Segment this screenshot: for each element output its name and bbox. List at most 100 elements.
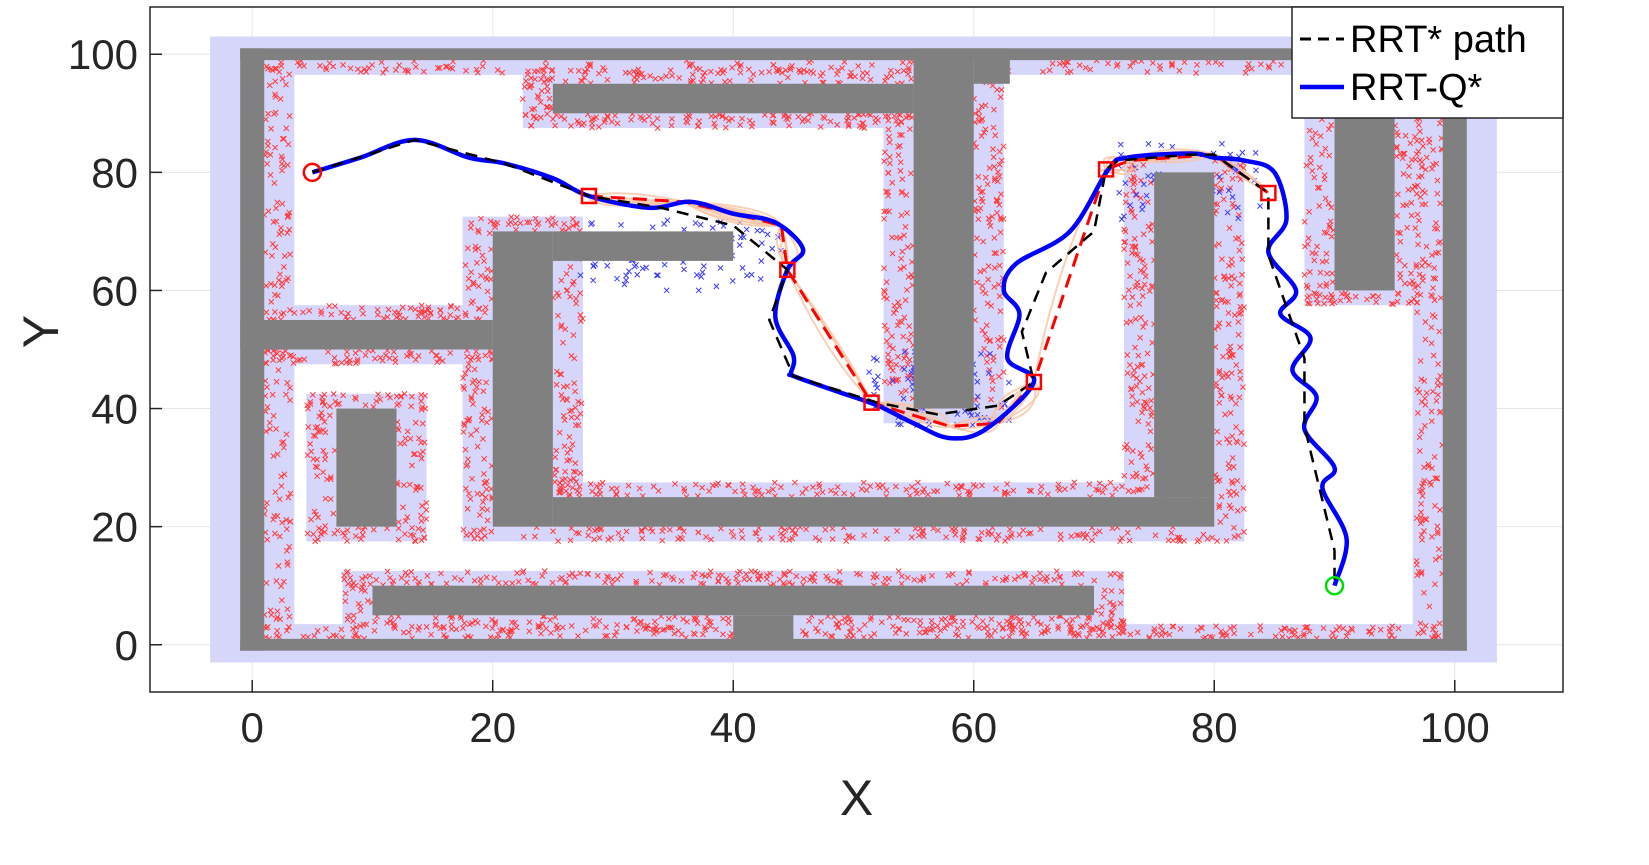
sample-marker (263, 63, 270, 70)
sample-marker (1413, 263, 1420, 270)
sample-marker (439, 357, 446, 364)
sample-marker (333, 360, 340, 367)
sample-marker (385, 306, 392, 313)
sample-marker (1037, 570, 1043, 577)
sample-marker (1049, 60, 1056, 67)
sample-marker (321, 529, 328, 536)
sample-marker (264, 160, 271, 167)
sample-marker (654, 125, 661, 131)
sample-marker (1388, 632, 1395, 639)
sample-marker (897, 167, 904, 174)
sample-marker (812, 625, 819, 632)
sample-marker (1177, 538, 1183, 545)
tree-edge (1105, 160, 1133, 176)
sample-marker (1435, 546, 1442, 553)
sample-marker (1216, 367, 1223, 374)
sample-marker (806, 617, 813, 624)
sample-marker (362, 588, 368, 594)
sample-marker (827, 577, 834, 584)
sample-marker (989, 386, 996, 393)
sample-marker (871, 571, 878, 578)
sample-marker (842, 619, 849, 626)
sample-marker (478, 417, 485, 424)
sample-marker (474, 353, 481, 360)
sample-marker (872, 381, 879, 388)
sample-marker (555, 312, 561, 319)
sample-marker (1328, 122, 1335, 129)
sample-marker (903, 486, 910, 493)
sample-marker (1329, 270, 1336, 277)
sample-marker (314, 423, 321, 430)
sample-marker (988, 632, 995, 639)
sample-marker (726, 77, 733, 84)
sample-marker (993, 250, 1000, 257)
sample-marker (1419, 273, 1426, 280)
sample-marker (1419, 483, 1425, 490)
sample-marker (1073, 569, 1080, 576)
sample-marker (858, 124, 865, 131)
sample-marker (567, 67, 574, 74)
sample-marker (285, 623, 292, 630)
sample-marker (1213, 303, 1220, 310)
sample-marker (602, 579, 609, 586)
sample-marker (1306, 293, 1313, 300)
sample-marker (287, 490, 294, 497)
sample-marker (515, 578, 522, 585)
sample-marker (344, 616, 351, 623)
sample-marker (626, 69, 633, 76)
waypoint-marker (580, 187, 598, 205)
sample-marker (608, 485, 615, 492)
sample-marker (464, 569, 471, 576)
sample-marker (990, 154, 997, 161)
sample-marker (1140, 231, 1147, 238)
sample-marker (582, 627, 589, 634)
sample-marker (1138, 362, 1145, 368)
sample-marker (924, 491, 931, 498)
sample-marker (1023, 630, 1030, 637)
obstacle (973, 48, 1010, 84)
sample-marker (1229, 200, 1236, 207)
sample-marker (569, 441, 576, 448)
sample-marker (1109, 633, 1116, 640)
sample-marker (434, 359, 441, 366)
sample-marker (423, 506, 430, 513)
sample-marker (481, 309, 488, 316)
sample-marker (481, 532, 488, 539)
sample-marker (699, 571, 706, 578)
sample-marker (1137, 195, 1144, 202)
sample-marker (1144, 350, 1151, 357)
y-tick-label: 20 (91, 504, 138, 551)
sample-marker (904, 210, 910, 217)
sample-marker (1218, 140, 1225, 147)
sample-marker (982, 331, 988, 338)
sample-marker (906, 59, 913, 65)
sample-marker (377, 354, 384, 361)
sample-marker (479, 505, 486, 512)
sample-marker (1120, 213, 1127, 220)
sample-marker (395, 519, 402, 525)
sample-marker (776, 576, 783, 583)
sample-marker (769, 118, 776, 125)
sample-marker (408, 393, 415, 400)
sample-marker (1229, 454, 1236, 461)
sample-marker (373, 576, 380, 583)
sample-marker (1145, 140, 1152, 147)
sample-marker (524, 219, 531, 226)
sample-marker (1419, 187, 1426, 194)
sample-marker (885, 351, 892, 358)
sample-marker (1126, 361, 1133, 368)
sample-marker (1396, 257, 1403, 264)
sample-marker (451, 575, 458, 581)
sample-marker (899, 132, 905, 139)
sample-marker (1216, 502, 1223, 509)
sample-marker (561, 116, 568, 123)
sample-marker (1226, 225, 1233, 232)
sample-marker (1407, 140, 1414, 147)
sample-marker (280, 444, 287, 451)
sample-marker (1139, 293, 1146, 299)
sample-marker (462, 446, 469, 453)
sample-marker (577, 290, 584, 297)
sample-marker (976, 625, 983, 632)
sample-marker (737, 69, 744, 76)
sample-marker (602, 633, 609, 640)
